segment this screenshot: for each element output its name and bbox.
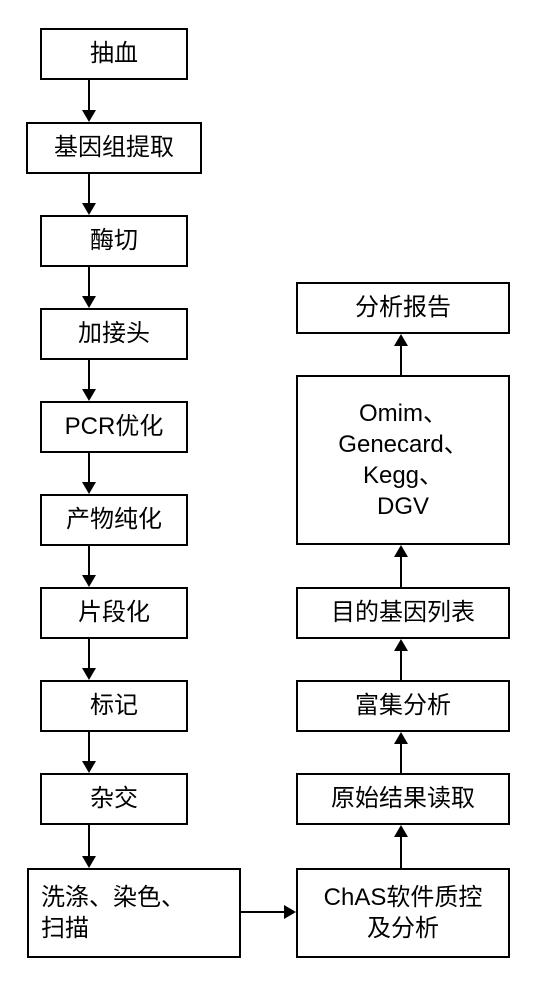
flowchart-node-wash-stain-scan: 洗涤、染色、 扫描 (27, 868, 241, 958)
node-label: 酶切 (90, 225, 138, 256)
flowchart-node-adapter-ligation: 加接头 (40, 308, 188, 360)
arrow-down (82, 267, 96, 308)
node-label: 洗涤、染色、 扫描 (41, 882, 185, 944)
arrow-down (82, 360, 96, 401)
node-label: 抽血 (90, 38, 138, 69)
flowchart-node-labeling: 标记 (40, 680, 188, 732)
node-label: 目的基因列表 (331, 597, 475, 628)
node-label: 杂交 (90, 783, 138, 814)
node-label: 片段化 (78, 597, 150, 628)
node-label: 标记 (90, 690, 138, 721)
arrow-up (394, 545, 408, 587)
node-label: PCR优化 (65, 411, 164, 442)
arrow-down (82, 174, 96, 215)
arrow-up (394, 732, 408, 773)
flowchart-node-chas-software: ChAS软件质控 及分析 (296, 868, 510, 958)
arrow-down (82, 80, 96, 122)
flowchart-node-target-gene-list: 目的基因列表 (296, 587, 510, 639)
arrow-down (82, 546, 96, 587)
node-label: 加接头 (78, 318, 150, 349)
flowchart-node-hybridization: 杂交 (40, 773, 188, 825)
flowchart-node-fragmentation: 片段化 (40, 587, 188, 639)
flowchart-node-enrichment-analysis: 富集分析 (296, 680, 510, 732)
arrow-up (394, 825, 408, 868)
flowchart-node-analysis-report: 分析报告 (296, 282, 510, 334)
arrow-up (394, 639, 408, 680)
arrow-down (82, 639, 96, 680)
arrow-down (82, 732, 96, 773)
node-label: 富集分析 (355, 690, 451, 721)
arrow-down (82, 453, 96, 494)
node-label: 基因组提取 (54, 132, 174, 163)
flowchart-node-databases: Omim、 Genecard、 Kegg、 DGV (296, 375, 510, 545)
flowchart-node-enzyme-digestion: 酶切 (40, 215, 188, 267)
node-label: ChAS软件质控 及分析 (324, 882, 483, 944)
flowchart-node-pcr-optimization: PCR优化 (40, 401, 188, 453)
node-label: 原始结果读取 (331, 783, 475, 814)
flowchart-node-product-purification: 产物纯化 (40, 494, 188, 546)
node-label: Omim、 Genecard、 Kegg、 DGV (338, 398, 467, 523)
node-label: 分析报告 (355, 292, 451, 323)
flowchart-node-blood-draw: 抽血 (40, 28, 188, 80)
flowchart-node-genome-extraction: 基因组提取 (26, 122, 202, 174)
node-label: 产物纯化 (66, 504, 162, 535)
arrow-up (394, 334, 408, 375)
arrow-down (82, 825, 96, 868)
arrow-right (241, 905, 296, 919)
flowchart-node-raw-result-read: 原始结果读取 (296, 773, 510, 825)
